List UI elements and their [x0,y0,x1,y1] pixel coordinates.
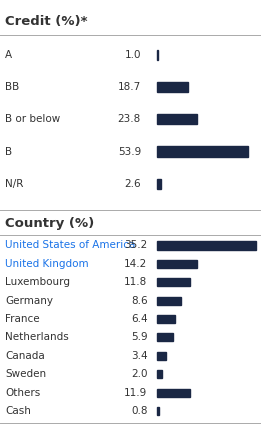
Text: Sweden: Sweden [5,369,46,379]
Text: 11.9: 11.9 [124,388,147,397]
Bar [157,179,161,189]
Text: Cash: Cash [5,406,31,416]
Text: Luxembourg: Luxembourg [5,277,70,287]
Text: 2.0: 2.0 [131,369,147,379]
Text: 5.9: 5.9 [131,332,147,343]
Text: Country (%): Country (%) [5,217,94,230]
Text: 35.2: 35.2 [124,241,147,250]
Text: 0.8: 0.8 [131,406,147,416]
Text: France: France [5,314,40,324]
Text: BB: BB [5,82,20,92]
Text: Others: Others [5,388,40,397]
Text: Germany: Germany [5,296,53,306]
Text: Credit (%)*: Credit (%)* [5,14,88,28]
Text: United States of America: United States of America [5,241,136,250]
Text: B or below: B or below [5,114,61,125]
Text: A: A [5,50,12,60]
Text: Netherlands: Netherlands [5,332,69,343]
Bar [157,82,188,92]
Text: 6.4: 6.4 [131,314,147,324]
Text: 8.6: 8.6 [131,296,147,306]
Text: 53.9: 53.9 [118,147,141,156]
Bar [157,50,158,60]
Bar [157,114,197,125]
Text: United Kingdom: United Kingdom [5,259,89,269]
Bar [157,352,166,360]
Bar [157,260,197,268]
Text: 1.0: 1.0 [124,50,141,60]
Text: N/R: N/R [5,179,23,189]
Text: 14.2: 14.2 [124,259,147,269]
Bar [157,278,190,286]
Bar [157,388,190,397]
Text: 3.4: 3.4 [131,351,147,361]
Text: 11.8: 11.8 [124,277,147,287]
Bar [157,147,248,157]
Bar [157,241,256,249]
Bar [157,370,162,378]
Bar [157,333,173,341]
Bar [157,315,175,323]
Bar [157,407,159,415]
Text: 18.7: 18.7 [118,82,141,92]
Text: 2.6: 2.6 [124,179,141,189]
Text: Canada: Canada [5,351,45,361]
Bar [157,297,181,305]
Text: B: B [5,147,12,156]
Text: 23.8: 23.8 [118,114,141,125]
